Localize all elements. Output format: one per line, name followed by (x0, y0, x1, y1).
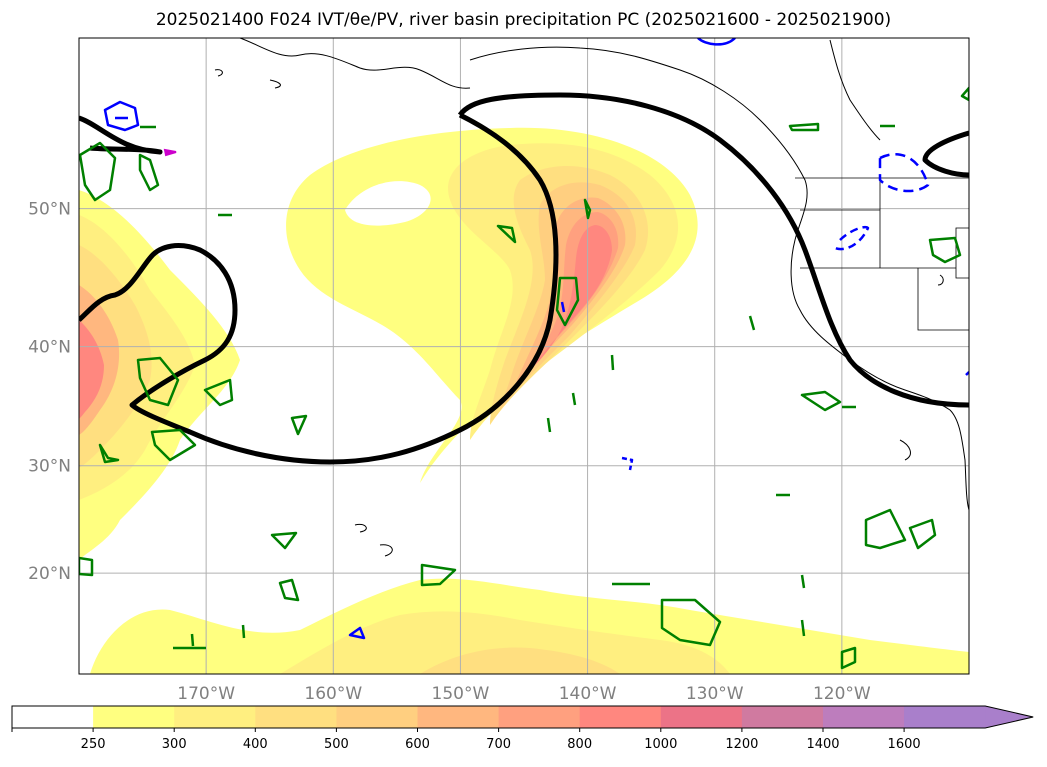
lat-tick-label: 40°N (28, 338, 71, 358)
lon-tick-label: 140°W (559, 684, 617, 704)
colorbar-label: 1200 (725, 737, 758, 752)
colorbar-segment (498, 706, 581, 728)
colorbar-segment (174, 706, 256, 728)
lat-tick-label: 30°N (28, 457, 71, 477)
colorbar-label: 500 (324, 737, 349, 752)
coastlines (214, 38, 969, 557)
theta-e-contours (79, 92, 969, 465)
colorbar-segment (660, 706, 743, 728)
pv-green-contours (79, 86, 969, 670)
ivt-band-800 (530, 225, 612, 370)
colorbar-segment (93, 706, 175, 728)
ivt-shading (79, 127, 969, 674)
gridlines (79, 38, 969, 674)
colorbar-extend-arrow (985, 706, 1034, 728)
colorbar-outline (11, 705, 1034, 729)
ivt-west-800 (79, 320, 104, 419)
colorbar-segment (336, 706, 418, 728)
lat-tick-label: 20°N (28, 564, 71, 584)
colorbar-label: 800 (567, 737, 592, 752)
colorbar-label: 400 (243, 737, 268, 752)
ivt-south-400 (420, 647, 620, 674)
lon-tick-label: 160°W (304, 684, 362, 704)
lon-tick-labels: 170°W 160°W 150°W 140°W 130°W 120°W (177, 684, 871, 704)
colorbar-segment (255, 706, 337, 728)
chart-title: 2025021400 F024 IVT/θe/PV, river basin p… (155, 10, 892, 30)
colorbar: 250 300 400 500 600 700 800 1000 1200 1400 1600 (11, 705, 1034, 752)
colorbar-label: 1400 (806, 737, 839, 752)
lat-tick-labels: 20°N 30°N 40°N 50°N (28, 200, 71, 585)
colorbar-label: 700 (486, 737, 511, 752)
colorbar-segment (904, 706, 986, 728)
colorbar-segment (579, 706, 662, 728)
state-borders (795, 177, 969, 331)
colorbar-segment (823, 706, 905, 728)
lon-tick-label: 120°W (813, 684, 871, 704)
pv-blue-contours (103, 38, 969, 640)
ivt-hole (345, 181, 431, 226)
colorbar-segment (12, 706, 94, 728)
colorbar-label: 1000 (644, 737, 677, 752)
lat-tick-label: 50°N (28, 200, 71, 220)
colorbar-segment (417, 706, 500, 728)
lon-tick-label: 130°W (686, 684, 744, 704)
lon-tick-label: 170°W (177, 684, 235, 704)
magenta-contour (163, 148, 177, 157)
colorbar-label: 600 (405, 737, 430, 752)
colorbar-label: 300 (162, 737, 187, 752)
ivt-south-300 (280, 611, 730, 674)
colorbar-label: 250 (81, 737, 106, 752)
colorbar-label: 1600 (888, 737, 921, 752)
lon-tick-label: 150°W (432, 684, 490, 704)
plot-frame (78, 37, 970, 675)
colorbar-segment (741, 706, 824, 728)
